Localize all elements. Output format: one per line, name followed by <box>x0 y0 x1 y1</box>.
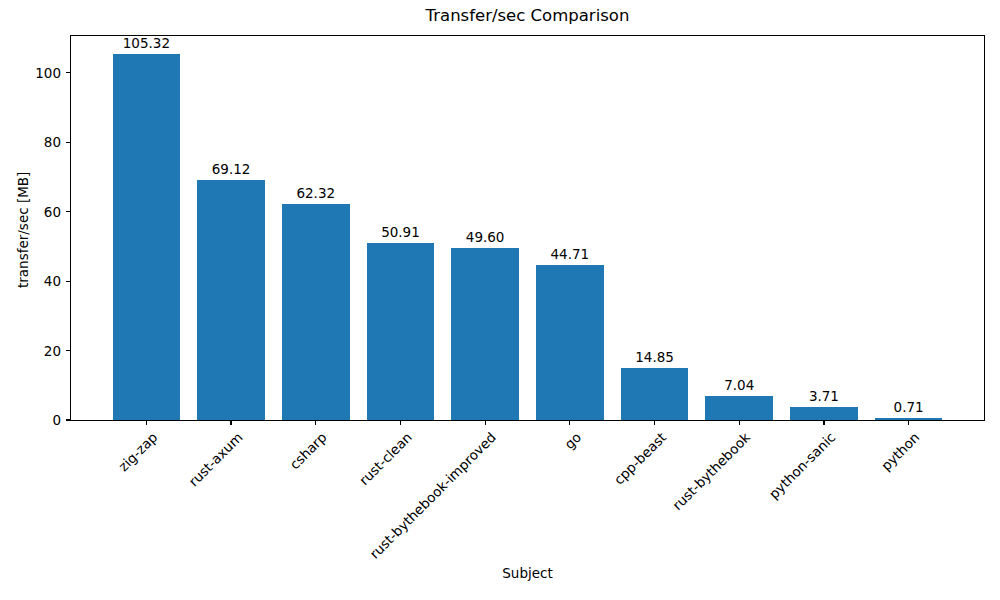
bar-cpp-beast <box>621 368 689 420</box>
bar-value-label: 50.91 <box>381 225 420 240</box>
bar-rust-bythebook-improved <box>451 248 519 420</box>
y-tick-label: 40 <box>17 272 61 290</box>
x-tick-mark <box>230 421 231 425</box>
bar-python <box>875 418 943 420</box>
y-tick-label: 60 <box>17 203 61 221</box>
bar-rust-clean <box>367 243 435 420</box>
y-tick-label: 20 <box>17 342 61 360</box>
bar-value-label: 14.85 <box>635 350 674 365</box>
x-tick-label-rust-axum: rust-axum <box>185 429 245 489</box>
x-tick-mark <box>485 421 486 425</box>
x-tick-label-python-sanic: python-sanic <box>765 429 838 502</box>
y-tick-label: 0 <box>17 411 61 429</box>
bar-value-label: 69.12 <box>212 162 251 177</box>
x-tick-mark <box>569 421 570 425</box>
bar-chart-figure: Transfer/sec Comparison transfer/sec [MB… <box>0 0 1000 600</box>
bar-rust-axum <box>197 180 265 420</box>
bar-value-label: 0.71 <box>894 400 924 415</box>
x-tick-label-cpp-beast: cpp-beast <box>610 429 669 488</box>
x-tick-mark <box>400 421 401 425</box>
x-tick-label-python: python <box>878 429 923 474</box>
x-tick-label-zig-zap: zig-zap <box>115 429 160 474</box>
y-tick-label: 80 <box>17 133 61 151</box>
plot-area: 020406080100105.32zig-zap69.12rust-axum6… <box>70 35 985 421</box>
x-tick-mark <box>823 421 824 425</box>
y-axis-label: transfer/sec [MB] <box>15 172 31 288</box>
bar-value-label: 3.71 <box>809 389 839 404</box>
bar-value-label: 7.04 <box>724 378 754 393</box>
y-tick-mark <box>66 350 70 351</box>
x-axis-label: Subject <box>70 565 985 581</box>
bar-value-label: 49.60 <box>466 230 505 245</box>
y-tick-mark <box>66 142 70 143</box>
bar-value-label: 105.32 <box>123 36 170 51</box>
y-tick-mark <box>66 419 70 420</box>
x-tick-label-go: go <box>561 429 584 452</box>
bar-python-sanic <box>790 407 858 420</box>
y-tick-mark <box>66 281 70 282</box>
bar-go <box>536 265 604 420</box>
x-tick-mark <box>739 421 740 425</box>
x-tick-mark <box>654 421 655 425</box>
bar-rust-bythebook <box>705 396 773 420</box>
bar-value-label: 44.71 <box>551 247 590 262</box>
bar-zig-zap <box>113 54 181 420</box>
x-tick-mark <box>315 421 316 425</box>
x-tick-label-csharp: csharp <box>287 429 330 472</box>
x-tick-label-rust-clean: rust-clean <box>356 429 415 488</box>
chart-title: Transfer/sec Comparison <box>70 6 985 25</box>
y-tick-mark <box>66 72 70 73</box>
x-tick-mark <box>908 421 909 425</box>
bar-value-label: 62.32 <box>296 186 335 201</box>
y-tick-mark <box>66 211 70 212</box>
bar-csharp <box>282 204 350 420</box>
x-tick-label-rust-bythebook: rust-bythebook <box>669 429 753 513</box>
y-tick-label: 100 <box>17 64 61 82</box>
x-tick-mark <box>146 421 147 425</box>
